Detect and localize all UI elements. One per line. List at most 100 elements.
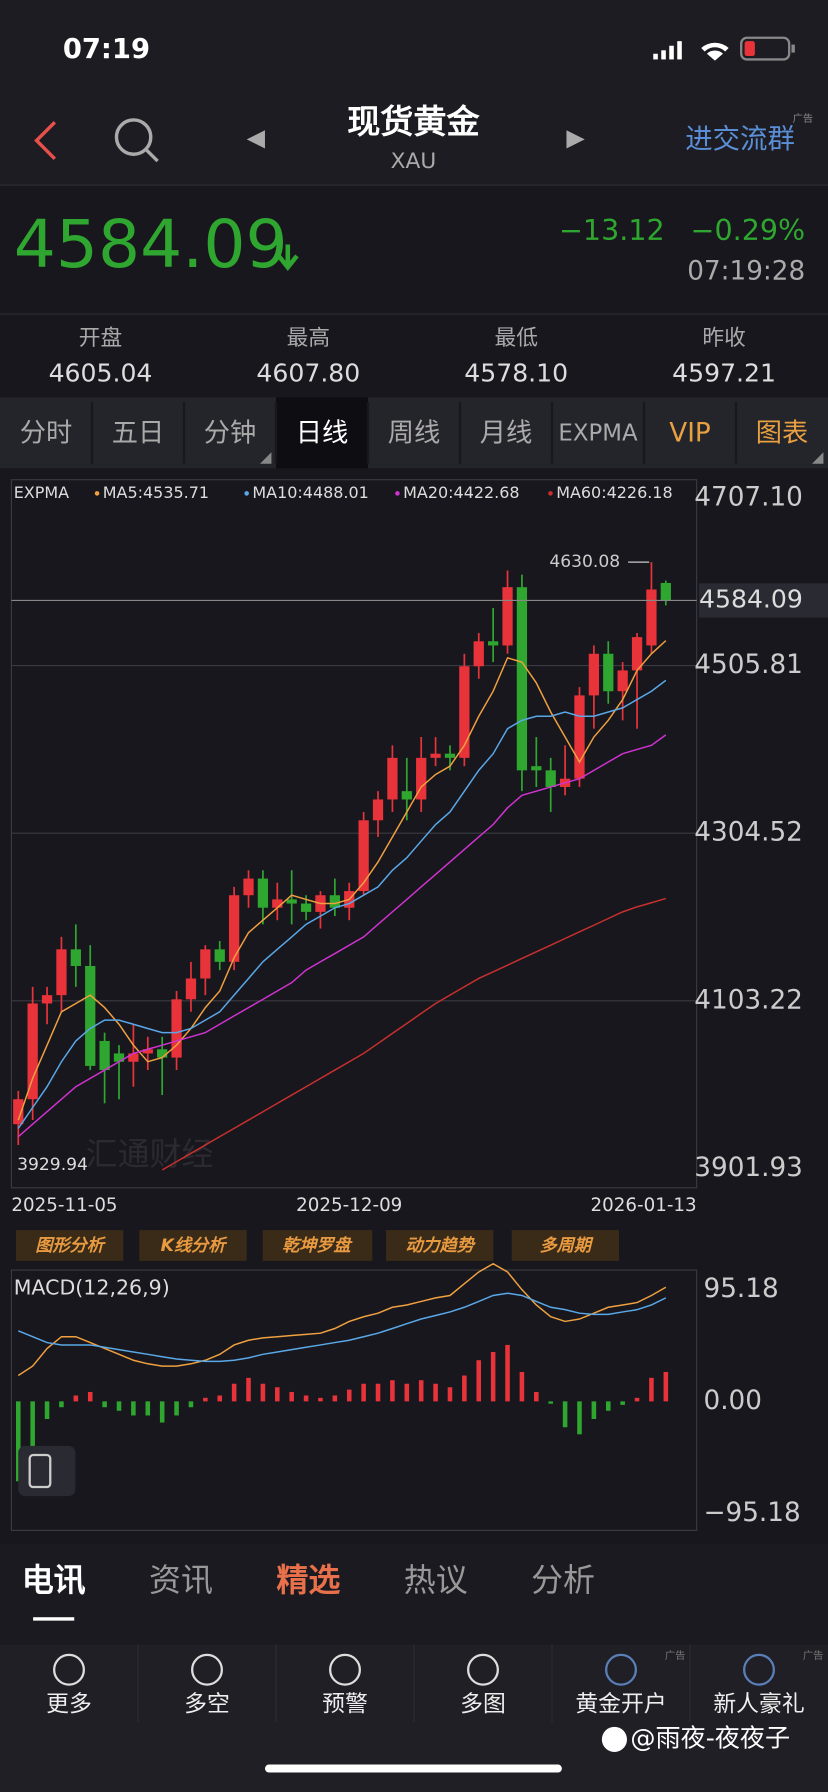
- tool-button[interactable]: [262, 1230, 373, 1261]
- next-symbol[interactable]: [566, 130, 585, 149]
- tab[interactable]: 分时: [20, 419, 73, 449]
- stat-value: 4578.10: [464, 359, 568, 388]
- news-tab[interactable]: 热议: [404, 1561, 468, 1599]
- macd-title: MACD(12,26,9): [14, 1275, 170, 1299]
- tool-button[interactable]: [511, 1230, 620, 1261]
- watermark-icon: [601, 1726, 627, 1752]
- candle-body: [660, 582, 671, 601]
- news-tab[interactable]: 电讯: [22, 1561, 86, 1599]
- candle-body: [185, 978, 197, 1000]
- macd-bar: [577, 1401, 582, 1435]
- candle-body: [171, 999, 182, 1058]
- back-button[interactable]: [34, 121, 57, 161]
- home-indicator: [264, 1764, 562, 1773]
- ad-tag: 广告: [793, 112, 814, 125]
- price-change-pct: −0.29%: [691, 213, 806, 247]
- tab[interactable]: 日线: [296, 419, 349, 449]
- candle-body: [631, 637, 643, 671]
- y-tick-label: 4707.10: [694, 482, 803, 512]
- x-tick-label: 2025-11-05: [11, 1195, 117, 1216]
- last-price: 4584.09: [14, 206, 288, 283]
- macd-bar: [476, 1360, 482, 1402]
- macd-bar: [102, 1401, 107, 1408]
- macd-bar: [275, 1387, 280, 1402]
- y-tick-label: 95.18: [704, 1274, 779, 1304]
- tool-button[interactable]: [386, 1230, 494, 1261]
- candle-body: [617, 670, 628, 692]
- macd-bar: [346, 1389, 352, 1402]
- candle-body: [228, 895, 240, 962]
- candle-body: [157, 1049, 168, 1058]
- tab[interactable]: EXPMA: [558, 421, 638, 447]
- nav-label[interactable]: 更多: [46, 1692, 92, 1718]
- macd-bar: [131, 1401, 136, 1416]
- stat-label: 最低: [495, 326, 538, 351]
- candle-body: [516, 587, 528, 771]
- nav-label[interactable]: 黄金开户: [575, 1692, 666, 1718]
- search-button[interactable]: [114, 118, 159, 163]
- ma-line: [17, 734, 667, 1138]
- candle-body: [13, 1099, 24, 1125]
- stat-value: 4607.80: [256, 359, 360, 388]
- tab[interactable]: 月线: [480, 419, 533, 449]
- low-label: 3929.94: [17, 1155, 88, 1175]
- candle-body: [574, 695, 585, 779]
- candle-body: [358, 820, 369, 892]
- tab[interactable]: 五日: [112, 419, 165, 449]
- nav-label[interactable]: 多空: [184, 1692, 230, 1718]
- legend-label: MA60:4226.18: [556, 483, 672, 502]
- macd-bar: [404, 1383, 410, 1402]
- nav-label[interactable]: 新人豪礼: [713, 1692, 804, 1718]
- candle-body: [286, 899, 297, 904]
- quote-time: 07:19:28: [687, 256, 805, 286]
- macd-bar: [620, 1401, 625, 1405]
- prev-symbol[interactable]: [246, 130, 265, 149]
- y-tick-label: 4304.52: [694, 818, 803, 848]
- tool-button[interactable]: [15, 1230, 124, 1261]
- news-tab[interactable]: 资讯: [149, 1561, 213, 1599]
- tool-button-label: 乾坤罗盘: [282, 1236, 353, 1256]
- news-tab[interactable]: 分析: [531, 1561, 595, 1599]
- macd-bar: [87, 1391, 93, 1402]
- macd-bar: [246, 1377, 251, 1402]
- candle-body: [502, 587, 513, 646]
- nav-label[interactable]: 多图: [460, 1692, 506, 1718]
- plot-frame: [10, 479, 698, 1189]
- tab-bar-bg: [0, 397, 828, 469]
- macd-bar: [116, 1401, 122, 1411]
- macd-bar: [663, 1371, 669, 1402]
- tab[interactable]: 周线: [388, 419, 441, 449]
- legend-label: MA20:4422.68: [403, 483, 519, 502]
- candle-body: [300, 903, 312, 912]
- nav-icon: [467, 1653, 499, 1686]
- tool-button[interactable]: [139, 1230, 247, 1261]
- candle-body: [214, 949, 225, 962]
- tab[interactable]: VIP: [669, 419, 711, 449]
- fullscreen-button[interactable]: [18, 1445, 76, 1497]
- candle-body: [272, 899, 283, 908]
- macd-bar: [447, 1387, 453, 1402]
- group-link[interactable]: 进交流群: [685, 124, 795, 155]
- ma-line: [161, 897, 667, 1171]
- nav-icon: [53, 1653, 85, 1686]
- y-tick-label: −95.18: [704, 1498, 801, 1528]
- macd-line: [17, 1292, 667, 1363]
- chart-watermark: 汇通财经: [86, 1135, 214, 1173]
- tab[interactable]: 图表: [756, 419, 808, 449]
- macd-bar: [203, 1397, 208, 1402]
- candle-body: [128, 1053, 139, 1062]
- candle-body: [401, 791, 412, 800]
- macd-bar: [260, 1383, 266, 1402]
- candle-body: [387, 757, 398, 800]
- stat-value: 4605.04: [49, 359, 153, 388]
- news-tab[interactable]: 精选: [276, 1561, 340, 1599]
- nav-label[interactable]: 预警: [322, 1692, 368, 1718]
- candle-body: [56, 949, 67, 996]
- macd-bar: [375, 1383, 381, 1402]
- tab[interactable]: 分钟: [204, 419, 257, 449]
- tab-active-bg: [276, 397, 368, 469]
- candle-body: [531, 766, 542, 771]
- macd-bar: [15, 1401, 21, 1482]
